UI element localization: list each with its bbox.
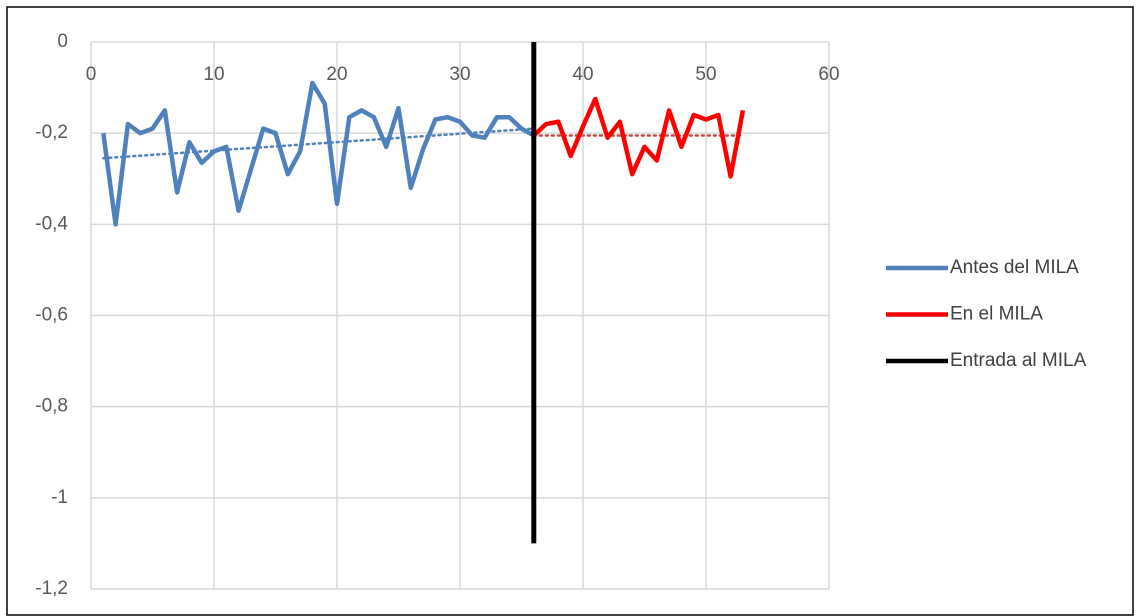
series-line (101, 80, 535, 227)
x-tick-label: 60 (818, 64, 839, 85)
legend-label: Antes del MILA (950, 257, 1079, 278)
x-tick-label: 20 (326, 64, 347, 85)
x-tick-label: 30 (449, 64, 470, 85)
y-tick-label: -0,2 (35, 122, 68, 143)
legend-label: Entrada al MILA (950, 350, 1087, 371)
chart-border (6, 6, 1134, 616)
y-tick-label: -1 (51, 487, 68, 508)
x-tick-label: 0 (86, 64, 97, 85)
series-line (532, 96, 746, 179)
y-tick-label: -0,6 (35, 305, 68, 326)
y-tick-label: -0,4 (35, 213, 68, 234)
legend: Antes del MILA En el MILA Entrada al MILA (886, 257, 1087, 371)
x-tick-label: 10 (203, 64, 224, 85)
x-tick-label: 50 (695, 64, 716, 85)
y-tick-label: -0,8 (35, 396, 68, 417)
y-tick-label: 0 (57, 31, 68, 52)
x-tick-label: 40 (572, 64, 593, 85)
trendline (102, 127, 536, 160)
y-tick-label: -1,2 (35, 578, 68, 599)
legend-label: En el MILA (950, 304, 1043, 325)
